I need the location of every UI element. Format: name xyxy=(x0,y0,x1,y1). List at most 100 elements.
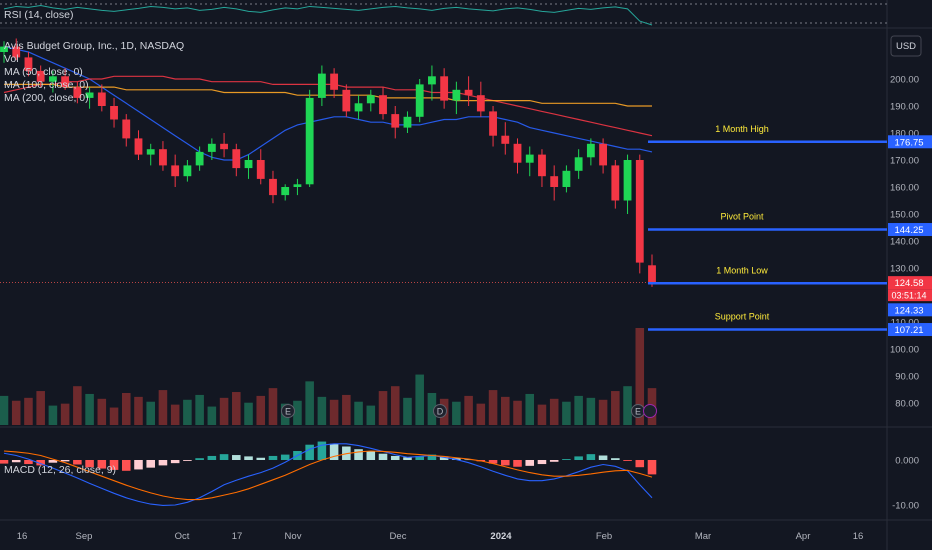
price-scale-label xyxy=(888,276,932,290)
volume-bar xyxy=(146,401,155,425)
volume-bar xyxy=(635,328,645,425)
volume-bar xyxy=(109,407,119,425)
price-tick-90: 90.00 xyxy=(895,372,919,383)
volume-bar xyxy=(403,397,412,425)
candle-body xyxy=(146,149,155,155)
price-tick-150: 150.00 xyxy=(890,210,919,221)
level-label: 1 Month Low xyxy=(716,265,768,275)
macd-histogram-bar xyxy=(525,460,535,466)
volume-bar xyxy=(464,395,473,425)
macd-histogram-bar xyxy=(256,457,266,460)
candle-body xyxy=(330,73,339,90)
signal-line xyxy=(3,450,653,501)
volume-bar xyxy=(73,386,82,425)
volume-bar xyxy=(207,406,217,425)
price-scale-value: 144.25 xyxy=(894,225,923,236)
candle-body xyxy=(281,187,290,196)
macd-histogram-bar xyxy=(232,455,241,460)
volume-bar xyxy=(121,392,131,425)
macd-histogram-bar xyxy=(647,460,657,475)
macd-histogram-bar xyxy=(415,455,424,460)
volume-bar xyxy=(342,394,351,425)
macd-histogram-bar xyxy=(11,460,21,463)
volume-bar xyxy=(24,397,33,425)
candle-body xyxy=(501,135,510,144)
candle-body xyxy=(428,76,436,85)
ma200-legend: MA (200, close, 0) xyxy=(4,92,89,104)
price-scale-label xyxy=(888,135,932,149)
time-axis-label: Dec xyxy=(390,531,407,542)
time-axis-label: 16 xyxy=(853,531,864,542)
volume-bar xyxy=(329,399,339,425)
macd-histogram-bar xyxy=(562,459,571,460)
volume-bar xyxy=(598,399,608,425)
volume-bar xyxy=(305,381,314,425)
price-scale-value: 107.21 xyxy=(894,325,923,336)
price-scale-value: 124.58 xyxy=(894,278,923,289)
candle-body xyxy=(244,160,253,169)
candle-body xyxy=(550,176,559,187)
macd-histogram-bar xyxy=(635,460,645,468)
candle-body xyxy=(366,95,375,104)
ma-line-2 xyxy=(3,75,653,137)
macd-histogram-bar xyxy=(183,460,192,461)
macd-histogram-bar xyxy=(97,460,107,469)
candle-body xyxy=(122,119,131,139)
level-label: Support Point xyxy=(715,312,770,322)
macd-histogram-bar xyxy=(85,460,94,468)
event-marker-label: E xyxy=(635,407,641,417)
macd-histogram-bar xyxy=(586,454,596,460)
candle-body xyxy=(183,165,192,177)
macd-histogram-bar xyxy=(329,443,339,460)
candle-body xyxy=(159,149,167,166)
macd-histogram-bar xyxy=(549,460,559,462)
candle-body xyxy=(513,143,522,163)
candle-body xyxy=(489,111,497,136)
macd-histogram-bar xyxy=(354,449,363,460)
volume-bar xyxy=(170,404,180,425)
time-axis-label: Feb xyxy=(596,531,612,542)
volume-bar xyxy=(232,392,241,425)
candle-body xyxy=(403,116,412,128)
macd-histogram-bar xyxy=(317,441,327,460)
macd-histogram-bar xyxy=(611,458,620,460)
volume-bar xyxy=(378,391,388,425)
macd-histogram-bar xyxy=(574,456,583,460)
candle-body xyxy=(586,143,595,158)
volume-bar xyxy=(85,393,94,425)
price-scale-label xyxy=(888,303,932,317)
candle-body xyxy=(73,87,82,98)
volume-bar xyxy=(488,390,498,425)
price-tick-100: 100.00 xyxy=(890,345,919,356)
volume-bar xyxy=(390,386,400,425)
candle-body xyxy=(195,151,204,166)
candle-body xyxy=(220,143,228,150)
macd-histogram-bar xyxy=(109,460,119,470)
level-label: 1 Month High xyxy=(715,124,769,134)
candle-body xyxy=(36,70,45,82)
candle-body xyxy=(232,149,241,169)
volume-bar xyxy=(586,397,596,425)
candle-body xyxy=(0,46,8,52)
candle-body xyxy=(110,106,118,120)
volume-bar xyxy=(219,397,229,425)
candle-body xyxy=(379,95,387,115)
volume-bar xyxy=(452,401,461,425)
volume-bar xyxy=(549,398,559,425)
candle-body xyxy=(452,89,461,101)
macd-histogram-bar xyxy=(501,460,510,466)
price-tick-170: 170.00 xyxy=(890,156,919,167)
price-scale-label xyxy=(888,223,932,237)
candle-body xyxy=(354,103,363,112)
price-tick-160: 160.00 xyxy=(890,183,919,194)
price-scale-value: 176.75 xyxy=(894,137,923,148)
countdown-box xyxy=(888,289,932,302)
macd-histogram-bar xyxy=(0,460,9,464)
candle-body xyxy=(12,46,21,58)
candle-body xyxy=(611,165,620,201)
macd-histogram-bar xyxy=(598,455,608,460)
volume-bar xyxy=(574,395,583,425)
price-tick-190: 190.00 xyxy=(890,102,919,113)
macd-histogram-bar xyxy=(36,460,45,466)
